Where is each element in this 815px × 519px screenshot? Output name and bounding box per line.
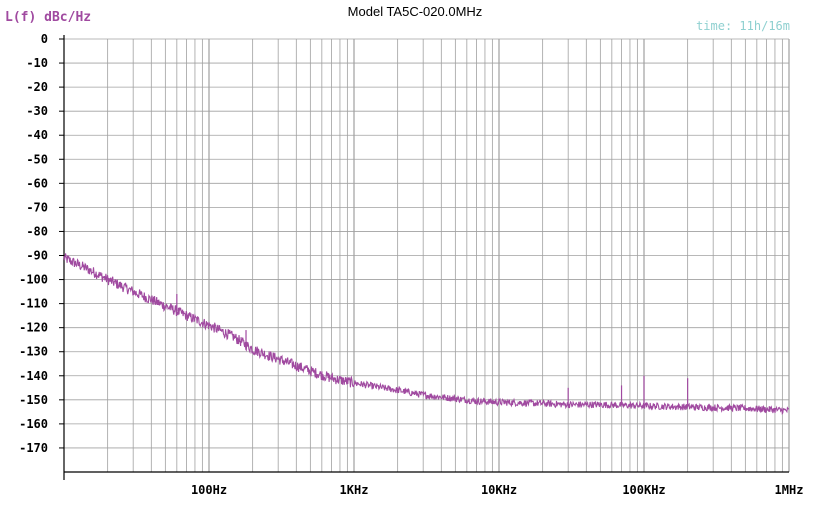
y-tick-label: -90: [26, 249, 48, 263]
y-tick-label: -40: [26, 128, 48, 142]
y-tick-label: 0: [41, 32, 48, 46]
y-tick-label: -60: [26, 176, 48, 190]
y-tick-label: -30: [26, 104, 48, 118]
y-tick-label: -10: [26, 56, 48, 70]
y-tick-label: -110: [19, 297, 48, 311]
y-tick-label: -130: [19, 345, 48, 359]
x-tick-label: 100Hz: [191, 483, 227, 497]
y-tick-label: -20: [26, 80, 48, 94]
y-tick-label: -120: [19, 321, 48, 335]
y-tick-label: -50: [26, 152, 48, 166]
grid-lines: [64, 38, 790, 472]
x-tick-label: 1KHz: [340, 483, 369, 497]
y-tick-label: -170: [19, 441, 48, 455]
y-tick-labels: 0 -10 -20 -30 -40 -50 -60 -70 -80 -90 -100 -110 -120…: [19, 32, 64, 455]
y-tick-label: -140: [19, 369, 48, 383]
y-tick-label: -160: [19, 417, 48, 431]
y-tick-label: -80: [26, 224, 48, 238]
phase-noise-line: [63, 253, 789, 415]
x-tick-label: 1MHz: [775, 483, 804, 497]
x-tick-labels: 100Hz 1KHz 10KHz 100KHz 1MHz: [191, 483, 804, 497]
y-tick-label: -70: [26, 200, 48, 214]
series-layer: [63, 253, 789, 415]
x-tick-label: 10KHz: [481, 483, 517, 497]
time-label: time: 11h/16m: [696, 19, 790, 33]
y-tick-label: -150: [19, 393, 48, 407]
chart-title: Model TA5C-020.0MHz: [348, 4, 483, 19]
y-tick-label: -100: [19, 273, 48, 287]
axes: [63, 35, 789, 480]
x-tick-label: 100KHz: [622, 483, 665, 497]
y-axis-label: L(f) dBc/Hz: [5, 10, 91, 25]
